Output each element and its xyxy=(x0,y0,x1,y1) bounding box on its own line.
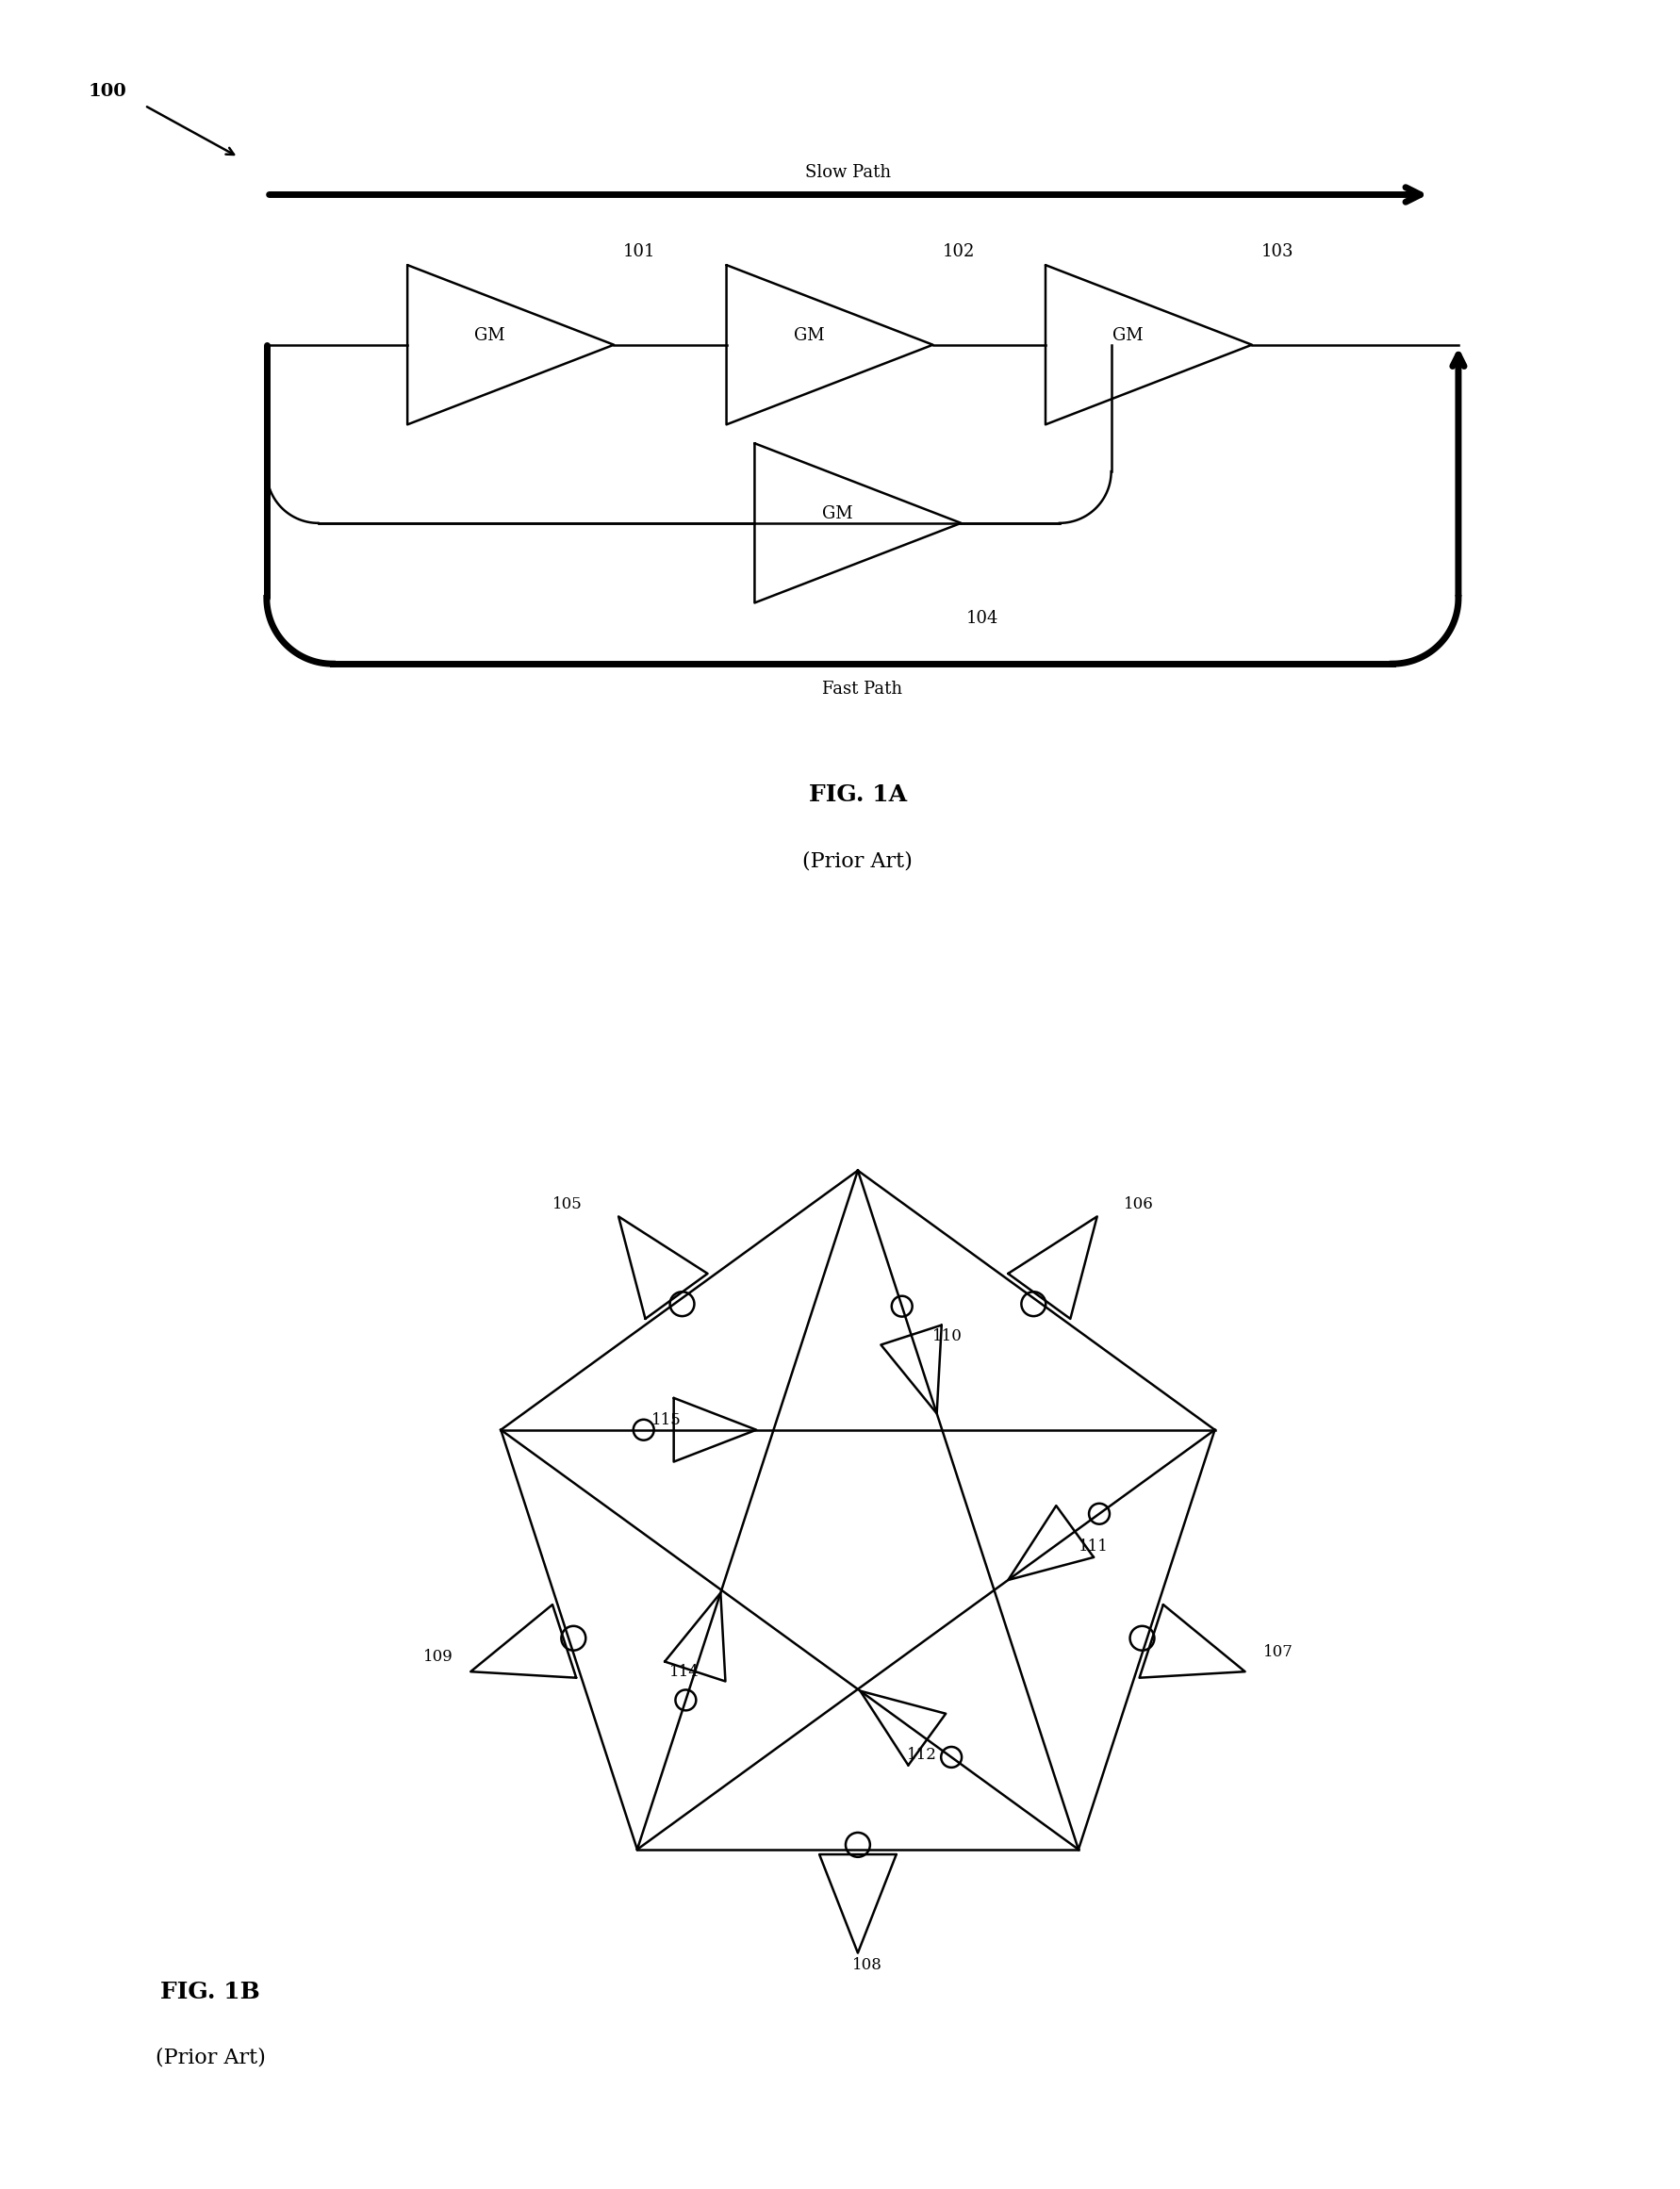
Text: FIG. 1A: FIG. 1A xyxy=(808,784,907,806)
Text: 100: 100 xyxy=(89,83,126,101)
Text: 107: 107 xyxy=(1262,1644,1292,1659)
Text: 105: 105 xyxy=(553,1197,583,1213)
Text: Fast Path: Fast Path xyxy=(822,681,902,698)
Text: 102: 102 xyxy=(942,243,974,260)
Text: GM: GM xyxy=(1112,326,1142,344)
Text: GM: GM xyxy=(822,506,852,521)
Text: GM: GM xyxy=(474,326,506,344)
Text: 104: 104 xyxy=(966,611,998,628)
Text: (Prior Art): (Prior Art) xyxy=(803,852,912,871)
Text: 111: 111 xyxy=(1077,1539,1107,1554)
Text: 101: 101 xyxy=(623,243,655,260)
Text: 109: 109 xyxy=(423,1648,452,1664)
Text: 115: 115 xyxy=(650,1412,680,1429)
Text: (Prior Art): (Prior Art) xyxy=(155,2047,265,2069)
Text: 110: 110 xyxy=(932,1329,963,1344)
Text: 106: 106 xyxy=(1122,1197,1152,1213)
Text: Slow Path: Slow Path xyxy=(805,164,890,179)
Text: 112: 112 xyxy=(906,1747,936,1762)
Text: GM: GM xyxy=(793,326,823,344)
Text: 114: 114 xyxy=(669,1664,699,1679)
Text: FIG. 1B: FIG. 1B xyxy=(160,1981,260,2003)
Text: 103: 103 xyxy=(1260,243,1294,260)
Text: 108: 108 xyxy=(852,1957,882,1972)
